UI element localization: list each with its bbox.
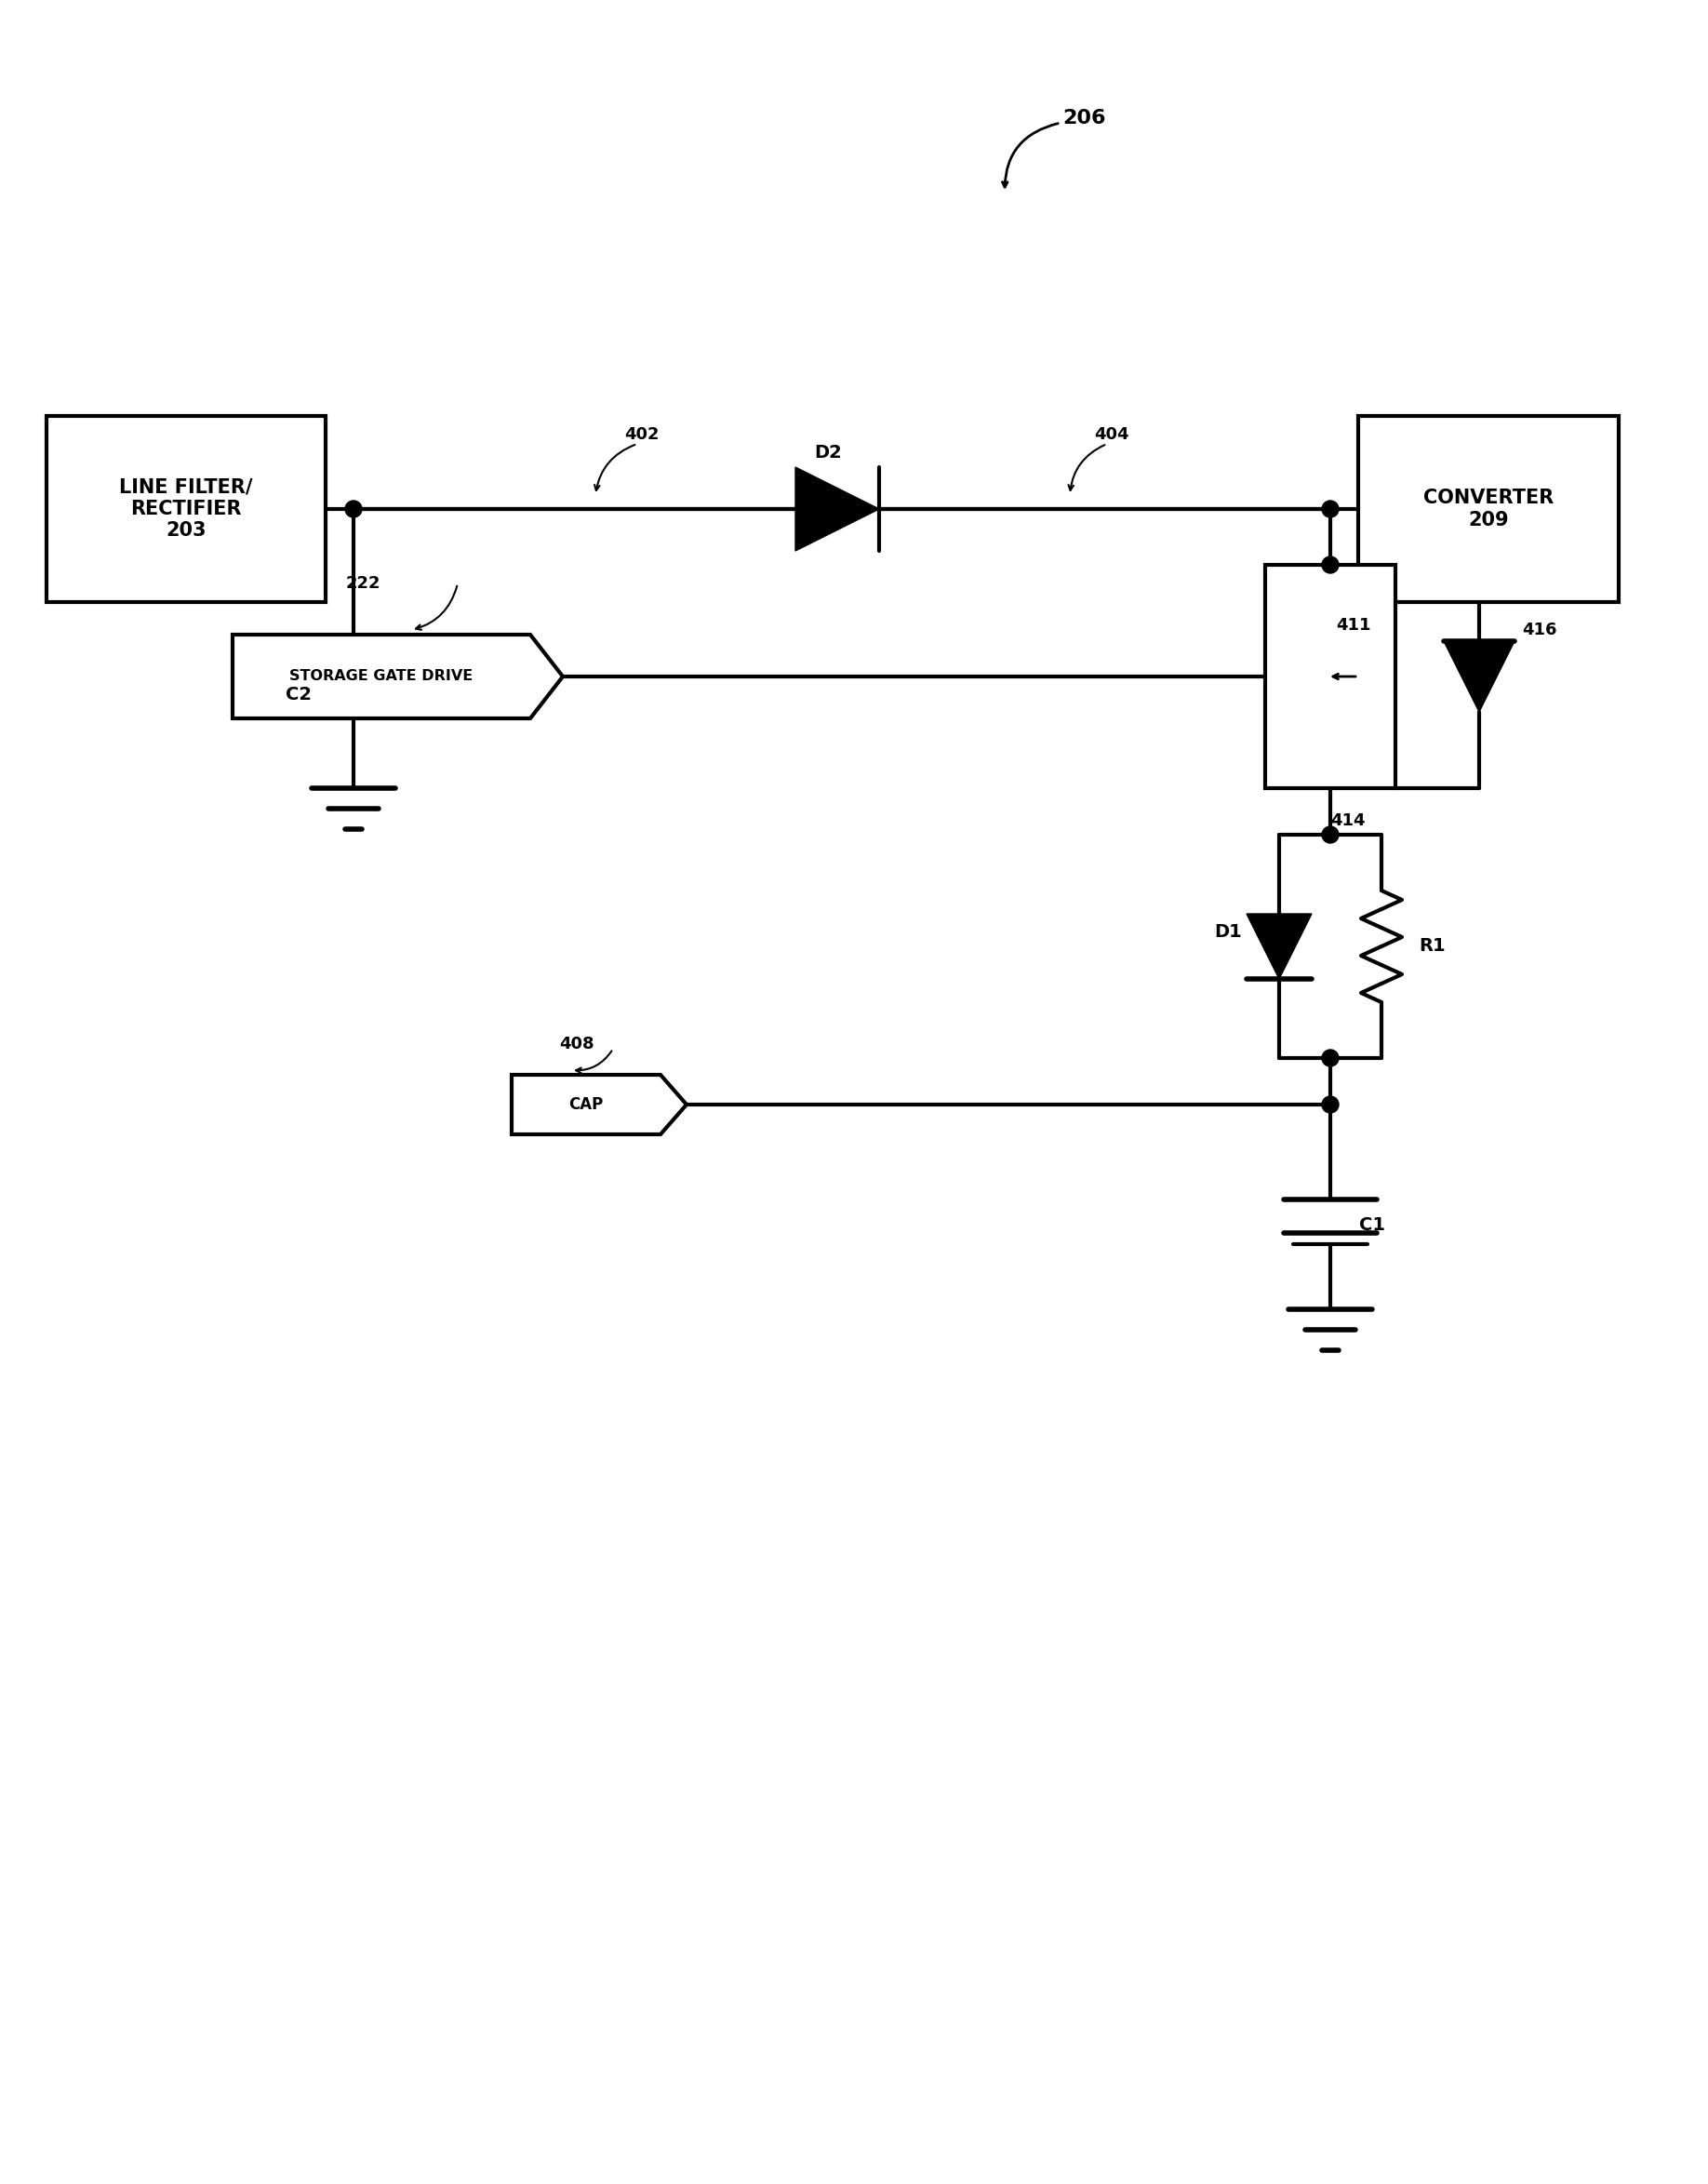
Bar [46,415,326,603]
Text: 416: 416 [1522,622,1558,638]
Text: C2: C2 [285,686,311,703]
Circle shape [1322,826,1339,843]
Bar [1358,415,1619,603]
Polygon shape [512,1075,687,1133]
Text: STORAGE GATE DRIVE: STORAGE GATE DRIVE [290,670,473,684]
Text: R1: R1 [1419,937,1447,954]
Circle shape [1322,1051,1339,1066]
Text: 404: 404 [1095,426,1129,443]
Circle shape [1322,1096,1339,1114]
Polygon shape [1443,642,1515,712]
Polygon shape [232,636,564,719]
Text: D1: D1 [1214,924,1242,941]
Circle shape [345,500,362,518]
Polygon shape [1247,913,1312,978]
Text: 222: 222 [345,574,381,592]
Text: CAP: CAP [569,1096,603,1114]
Text: 402: 402 [625,426,659,443]
Text: LINE FILTER/
RECTIFIER
203: LINE FILTER/ RECTIFIER 203 [120,478,253,539]
Text: CONVERTER
209: CONVERTER 209 [1423,489,1554,529]
Circle shape [1322,557,1339,572]
Bar [1266,566,1395,788]
Text: C1: C1 [1360,1216,1385,1234]
Text: 414: 414 [1331,812,1365,830]
Circle shape [1322,500,1339,518]
Text: 411: 411 [1336,616,1372,633]
Text: D2: D2 [815,443,842,463]
Text: 408: 408 [559,1035,594,1053]
Text: 206: 206 [1062,109,1105,127]
Polygon shape [796,467,880,550]
